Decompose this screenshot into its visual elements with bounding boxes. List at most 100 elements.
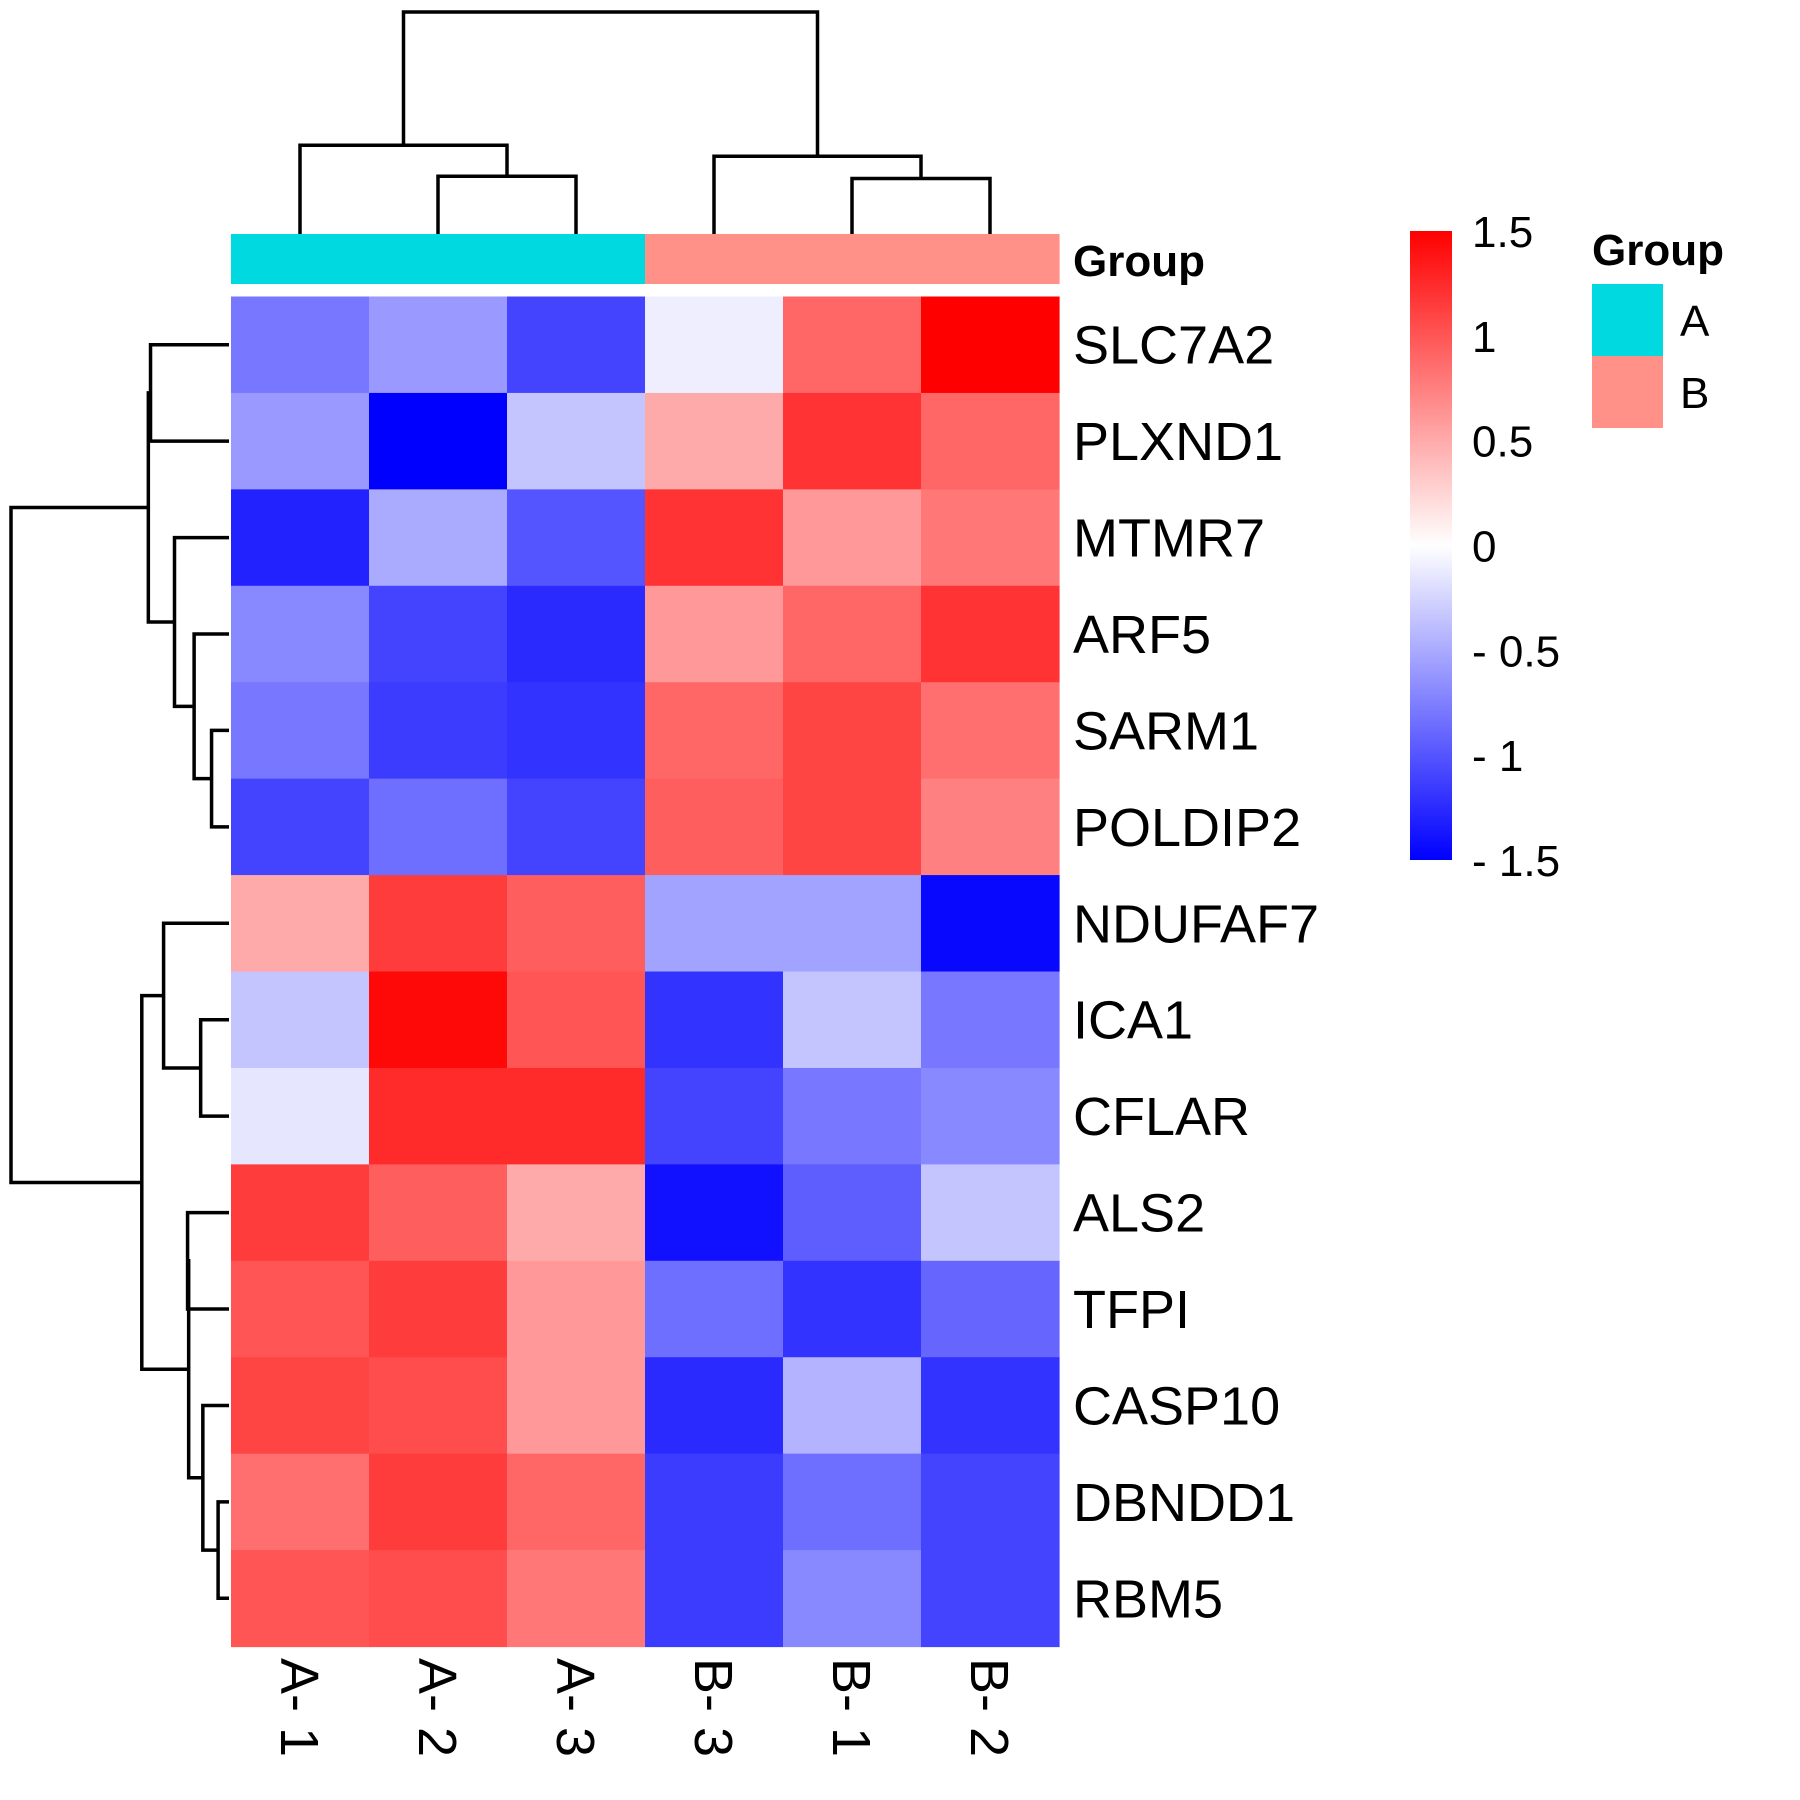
- dendrogram-branch: [161, 921, 229, 1070]
- dendrogram-branch: [172, 535, 229, 709]
- heatmap-cell: [783, 1550, 922, 1648]
- heatmap-cell: [369, 971, 508, 1069]
- dendrogram-branch: [9, 505, 149, 1185]
- heatmap-cell: [921, 1550, 1060, 1648]
- column-labels: A- 1 A- 2 A- 3 B- 3 B- 1 B- 2: [269, 1658, 1019, 1757]
- column-label: B- 2: [959, 1658, 1019, 1757]
- row-label: PLXND1: [1073, 412, 1283, 472]
- row-label: SARM1: [1073, 701, 1259, 761]
- legend-swatch-A: [1592, 284, 1663, 356]
- heatmap-cell: [921, 1357, 1060, 1455]
- heatmap-cell: [645, 392, 784, 490]
- dendrogram-branch: [298, 143, 509, 234]
- column-label: B- 3: [683, 1658, 743, 1757]
- row-label: ICA1: [1073, 991, 1193, 1051]
- heatmap-cell: [783, 682, 922, 780]
- heatmap-cell: [921, 296, 1060, 394]
- row-label: CFLAR: [1073, 1087, 1250, 1147]
- heatmap-cell: [645, 1357, 784, 1455]
- colorbar-tick-label: 0.5: [1472, 418, 1533, 467]
- heatmap-cell: [783, 489, 922, 587]
- heatmap-cell: [507, 875, 646, 973]
- heatmap-cell: [921, 971, 1060, 1069]
- dendrogram-branch: [712, 154, 923, 234]
- heatmap-cell: [507, 1357, 646, 1455]
- column-label: A- 2: [407, 1658, 467, 1757]
- dendrogram-branch: [201, 1403, 229, 1552]
- dendrogram-branch: [216, 1500, 229, 1601]
- heatmap-cell: [507, 1164, 646, 1262]
- heatmap-cell: [921, 682, 1060, 780]
- colorbar-tick-label: - 0.5: [1472, 627, 1560, 676]
- heatmap-cell: [507, 1453, 646, 1551]
- dendrogram-branch: [850, 176, 992, 234]
- heatmap-cell: [645, 585, 784, 683]
- heatmap-cell: [921, 778, 1060, 876]
- heatmap-cell: [231, 971, 370, 1069]
- heatmap-cell: [645, 1453, 784, 1551]
- heatmap-cell: [369, 875, 508, 973]
- column-dendrogram: [298, 10, 992, 234]
- dendrogram-branch: [148, 342, 229, 443]
- dendrogram-branch: [198, 1017, 229, 1118]
- heatmap-cell: [921, 585, 1060, 683]
- heatmap-cell: [783, 585, 922, 683]
- heatmap-cell: [783, 1067, 922, 1165]
- heatmap-cell: [369, 489, 508, 587]
- heatmap-cell: [645, 875, 784, 973]
- row-label: SLC7A2: [1073, 316, 1274, 376]
- colorbar-tick-label: 1.5: [1472, 208, 1533, 257]
- heatmap-cell: [231, 489, 370, 587]
- heatmap-cell: [369, 1067, 508, 1165]
- row-label: TFPI: [1073, 1280, 1190, 1340]
- heatmap-cell: [369, 778, 508, 876]
- heatmap-cell: [921, 1164, 1060, 1262]
- heatmap-cell: [921, 489, 1060, 587]
- heatmap-cell: [645, 296, 784, 394]
- heatmap-cell: [507, 778, 646, 876]
- heatmap-cell: [369, 585, 508, 683]
- heatmap-cell: [783, 1453, 922, 1551]
- heatmap-cell: [783, 1164, 922, 1262]
- heatmap-cell: [645, 682, 784, 780]
- row-label: CASP10: [1073, 1376, 1280, 1436]
- row-label: MTMR7: [1073, 509, 1265, 569]
- row-dendrogram: [9, 342, 229, 1601]
- row-label: POLDIP2: [1073, 798, 1301, 858]
- legend-label: A: [1680, 297, 1710, 346]
- heatmap-cell: [369, 1260, 508, 1358]
- heatmap-cell: [231, 778, 370, 876]
- heatmap-cell: [231, 296, 370, 394]
- heatmap-cell: [507, 392, 646, 490]
- row-label: RBM5: [1073, 1569, 1223, 1629]
- heatmap-cell: [231, 1550, 370, 1648]
- heatmap-cell: [507, 1067, 646, 1165]
- heatmap-cells: [231, 296, 1060, 1648]
- dendrogram-branch: [185, 1210, 229, 1311]
- group-legend: AB: [1592, 284, 1710, 428]
- heatmap-cell: [507, 296, 646, 394]
- group-annotation-bar: [231, 234, 1060, 284]
- heatmap-cell: [783, 971, 922, 1069]
- annotation-title: Group: [1073, 237, 1205, 286]
- group-annotation-cell: [921, 234, 1060, 284]
- heatmap-cell: [231, 392, 370, 490]
- group-annotation-cell: [369, 234, 508, 284]
- colorbar-tick-label: 1: [1472, 313, 1496, 362]
- heatmap-cell: [231, 1260, 370, 1358]
- heatmap-cell: [783, 875, 922, 973]
- row-label: NDUFAF7: [1073, 894, 1319, 954]
- group-annotation-cell: [507, 234, 646, 284]
- group-annotation-cell: [783, 234, 922, 284]
- column-label: B- 1: [821, 1658, 881, 1757]
- dendrogram-branch: [186, 1259, 203, 1480]
- heatmap-cell: [369, 392, 508, 490]
- dendrogram-branch: [209, 728, 229, 829]
- heatmap-cell: [507, 1260, 646, 1358]
- legend-label: B: [1680, 369, 1709, 418]
- colorbar-tick-label: - 1: [1472, 732, 1523, 781]
- dendrogram-branch: [436, 174, 578, 234]
- heatmap-cell: [231, 1067, 370, 1165]
- heatmap-cell: [783, 1357, 922, 1455]
